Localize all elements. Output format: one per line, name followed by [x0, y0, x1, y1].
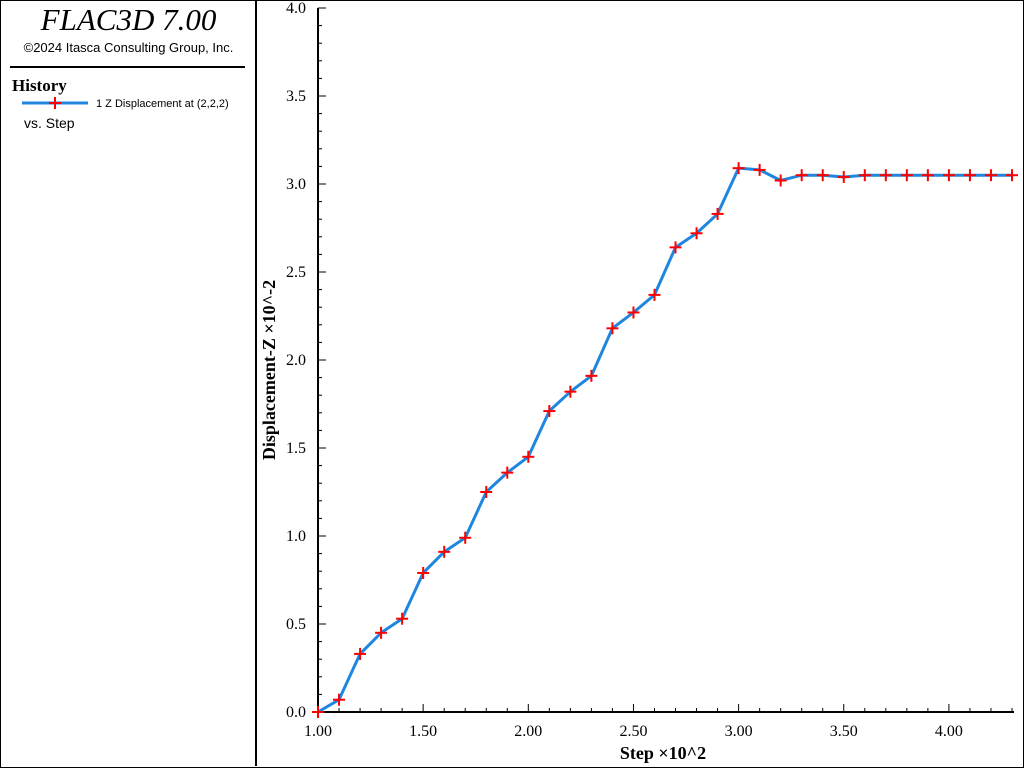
data-point-marker — [522, 450, 535, 463]
data-point-marker — [543, 405, 556, 418]
data-point-marker — [438, 545, 451, 558]
data-point-marker — [921, 169, 934, 182]
data-point-marker — [354, 647, 367, 660]
data-point-marker — [816, 169, 829, 182]
legend-line-marker-icon — [22, 97, 88, 109]
series-line — [317, 166, 1012, 714]
legend-vs-label: vs. Step — [24, 115, 75, 131]
data-point-marker — [900, 169, 913, 182]
data-point-marker — [459, 531, 472, 544]
y-tick-label: 3.5 — [286, 88, 306, 105]
data-point-marker — [312, 706, 324, 718]
x-tick-label: 3.50 — [830, 723, 858, 740]
y-tick-label: 1.0 — [286, 528, 306, 545]
data-point-marker — [753, 163, 766, 176]
data-point-marker — [690, 227, 703, 240]
data-point-marker — [585, 369, 598, 382]
y-tick-label: 0.5 — [286, 616, 306, 633]
y-tick-label: 3.0 — [286, 176, 306, 193]
data-point-marker — [858, 169, 871, 182]
data-point-marker — [480, 486, 493, 498]
data-point-marker — [417, 566, 430, 579]
data-point-marker — [396, 612, 409, 625]
data-point-marker — [837, 170, 850, 183]
data-point-marker — [606, 322, 619, 335]
x-tick-label: 3.00 — [725, 723, 753, 740]
y-tick-label: 1.5 — [286, 440, 306, 457]
copyright-text: ©2024 Itasca Consulting Group, Inc. — [23, 40, 234, 55]
data-point-marker — [648, 288, 661, 301]
data-point-marker — [333, 693, 346, 706]
x-tick-label: 1.00 — [304, 723, 332, 740]
x-tick-label: 2.50 — [619, 723, 647, 740]
data-point-marker — [669, 241, 682, 254]
axes-layer — [317, 8, 1014, 713]
data-point-marker — [375, 626, 388, 639]
data-point-marker — [774, 174, 787, 187]
data-point-marker — [501, 466, 514, 479]
x-tick-label: 2.00 — [514, 723, 542, 740]
data-point-marker — [942, 169, 955, 182]
data-point-marker — [984, 169, 997, 182]
data-point-marker — [963, 169, 976, 182]
y-tick-label: 0.0 — [286, 704, 306, 721]
data-point-marker — [795, 169, 808, 182]
data-point-marker — [1006, 169, 1018, 182]
legend-entry-label: 1 Z Displacement at (2,2,2) — [96, 98, 229, 110]
y-tick-label: 2.0 — [286, 352, 306, 369]
app-title: FLAC3D 7.00 — [40, 2, 217, 37]
legend-divider — [10, 66, 245, 68]
data-point-marker — [564, 385, 577, 398]
data-point-marker — [627, 306, 640, 319]
x-tick-label: 1.50 — [409, 723, 437, 740]
y-tick-label: 4.0 — [286, 0, 306, 17]
ticks-layer: 1.00 1.50 2.00 2.50 3.00 3.50 4.00 0.0 0.5 1.0 1.5… — [286, 0, 1013, 740]
y-tick-label: 2.5 — [286, 264, 306, 281]
markers-layer — [312, 162, 1018, 718]
data-point-marker — [732, 162, 745, 175]
legend-panel: FLAC3D 7.00 ©2024 Itasca Consulting Grou… — [0, 0, 257, 766]
x-axis-title: Step ×10^2 — [620, 743, 706, 763]
x-tick-label: 4.00 — [935, 723, 963, 740]
history-section-title: History — [12, 76, 67, 95]
data-point-marker — [711, 207, 724, 220]
series-layer — [317, 166, 1012, 714]
y-axis-title: Displacement-Z ×10^-2 — [259, 280, 279, 460]
data-point-marker — [879, 169, 892, 182]
